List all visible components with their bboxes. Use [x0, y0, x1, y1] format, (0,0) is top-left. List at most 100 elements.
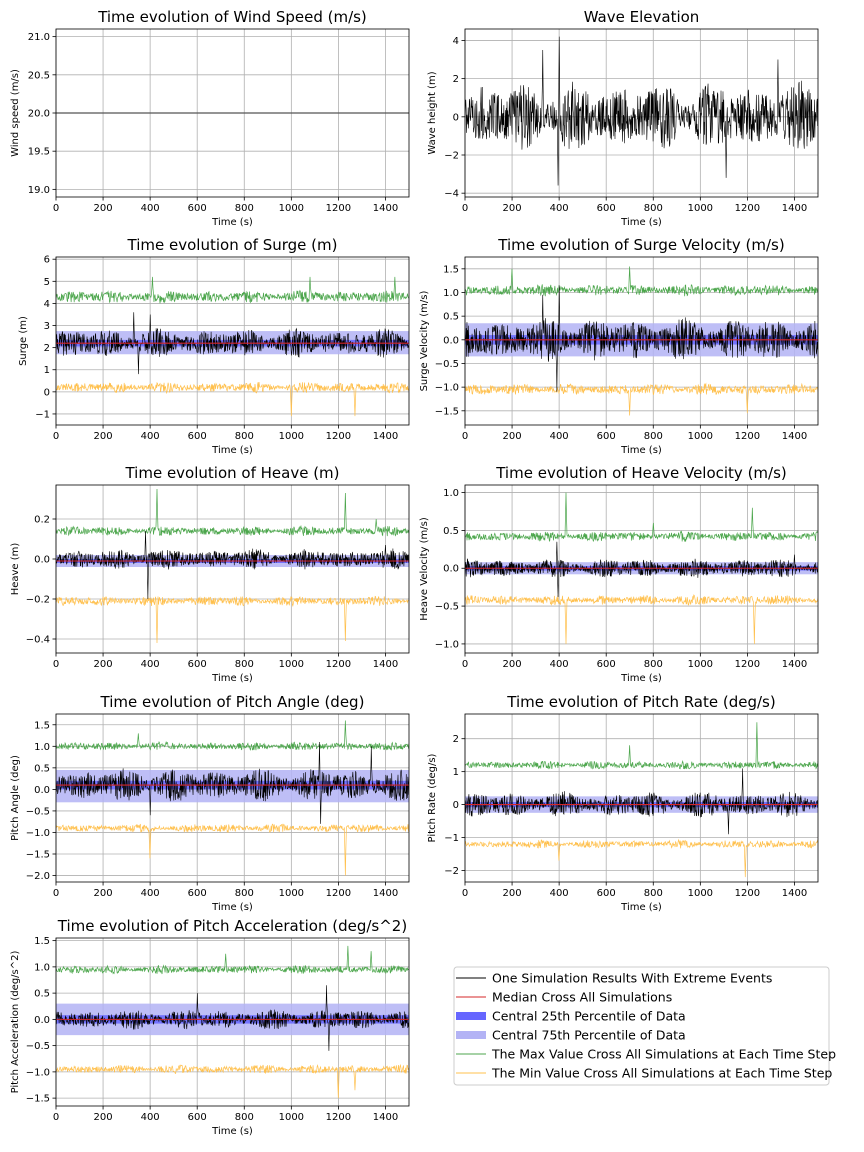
x-tick-label: 0: [53, 1112, 59, 1123]
chart-title: Time evolution of Pitch Acceleration (de…: [57, 917, 407, 935]
y-tick-label: 5: [44, 277, 50, 288]
x-axis-label: Time (s): [211, 1126, 253, 1137]
x-tick-label: 800: [644, 888, 663, 899]
chart-title: Time evolution of Surge Velocity (m/s): [497, 236, 784, 254]
plot-area: [465, 722, 818, 878]
x-tick-label: 0: [462, 203, 468, 214]
x-tick-label: 600: [188, 431, 207, 442]
x-tick-label: 800: [235, 888, 254, 899]
y-axis-label: Surge (m): [18, 316, 29, 366]
y-tick-label: −1.5: [26, 1094, 50, 1105]
x-tick-label: 200: [503, 431, 522, 442]
chart-panel-surge_vel: Time evolution of Surge Velocity (m/s) 0 2…: [419, 236, 819, 456]
x-tick-label: 200: [94, 203, 113, 214]
chart-title: Time evolution of Pitch Rate (deg/s): [506, 693, 775, 711]
y-axis-label: Wind speed (m/s): [10, 69, 21, 157]
y-tick-label: 3: [44, 321, 50, 332]
y-tick-label: −0.4: [26, 635, 50, 646]
x-tick-label: 600: [597, 659, 616, 670]
x-tick-label: 1400: [782, 203, 807, 214]
series-max-line: [56, 720, 409, 751]
x-tick-label: 0: [53, 431, 59, 442]
y-axis-label: Pitch Rate (deg/s): [427, 753, 438, 842]
y-tick-label: −0.5: [26, 806, 50, 817]
series-max-line: [56, 488, 409, 537]
x-tick-label: 600: [597, 431, 616, 442]
x-tick-label: 1200: [735, 203, 760, 214]
x-axis-label: Time (s): [620, 902, 662, 913]
x-tick-label: 200: [503, 659, 522, 670]
x-axis-label: Time (s): [211, 673, 253, 684]
series-simulation-line: [465, 36, 818, 186]
y-tick-label: 1.0: [443, 288, 459, 299]
y-tick-label: 2: [44, 343, 50, 354]
y-tick-label: 0.0: [443, 564, 459, 575]
x-tick-label: 1200: [326, 1112, 351, 1123]
x-tick-label: 200: [94, 659, 113, 670]
y-tick-label: 0: [44, 387, 50, 398]
x-tick-label: 800: [235, 1112, 254, 1123]
x-tick-label: 0: [462, 659, 468, 670]
plot-area: [56, 488, 409, 644]
legend-item: The Min Value Cross All Simulations at E…: [456, 1066, 832, 1081]
y-tick-label: −1.0: [435, 639, 459, 650]
x-tick-label: 0: [53, 203, 59, 214]
y-tick-label: 2: [453, 74, 459, 85]
y-tick-label: 0.5: [443, 526, 459, 537]
y-tick-label: 1.0: [34, 962, 50, 973]
legend-item: Central 25th Percentile of Data: [456, 1009, 686, 1024]
series-max-line: [465, 492, 818, 543]
y-tick-label: −2: [444, 151, 459, 162]
series-max-line: [465, 722, 818, 770]
axes-frame: [464, 28, 819, 198]
x-tick-label: 1200: [735, 888, 760, 899]
plot-area: [56, 945, 409, 1099]
x-tick-label: 600: [597, 888, 616, 899]
y-axis-label: Pitch Angle (deg): [10, 755, 21, 841]
x-tick-label: 0: [462, 431, 468, 442]
x-tick-label: 400: [141, 431, 160, 442]
axes-frame: [55, 256, 410, 426]
x-tick-label: 0: [53, 888, 59, 899]
y-tick-label: 19.0: [28, 185, 50, 196]
y-tick-label: −0.5: [26, 1041, 50, 1052]
plot-area: [465, 492, 818, 644]
series-min-line: [465, 838, 818, 878]
x-tick-label: 1200: [326, 659, 351, 670]
y-tick-label: 0: [453, 800, 459, 811]
x-tick-label: 1200: [326, 203, 351, 214]
chart-panel-heave: Time evolution of Heave (m) 0 200 400 600 800…: [10, 464, 410, 684]
series-simulation-line: [465, 768, 818, 835]
y-tick-label: −1: [444, 833, 459, 844]
x-tick-label: 200: [94, 1112, 113, 1123]
legend-swatch: [456, 1012, 486, 1020]
y-tick-label: −1.0: [26, 828, 50, 839]
x-tick-label: 200: [94, 431, 113, 442]
x-tick-label: 800: [235, 659, 254, 670]
x-tick-label: 1400: [373, 1112, 398, 1123]
legend-item: One Simulation Results With Extreme Even…: [456, 971, 772, 986]
y-tick-label: 1.0: [34, 742, 50, 753]
x-tick-label: 0: [53, 659, 59, 670]
chart-title: Time evolution of Surge (m): [127, 236, 338, 254]
x-tick-label: 1000: [688, 203, 713, 214]
series-max-line: [56, 276, 409, 304]
chart-panel-surge: Time evolution of Surge (m) 0 200 400 600 800…: [18, 236, 410, 456]
axes-frame: [55, 937, 410, 1107]
series-min-line: [56, 595, 409, 644]
y-tick-label: −1.0: [435, 383, 459, 394]
x-tick-label: 1400: [782, 431, 807, 442]
y-tick-label: −0.2: [26, 595, 50, 606]
x-tick-label: 400: [550, 203, 569, 214]
x-tick-label: 200: [503, 203, 522, 214]
x-tick-label: 400: [550, 431, 569, 442]
x-tick-label: 800: [644, 203, 663, 214]
plot-area: [465, 36, 818, 186]
x-tick-label: 400: [550, 659, 569, 670]
y-tick-label: 1.5: [443, 264, 459, 275]
y-tick-label: −2.0: [26, 871, 50, 882]
x-tick-label: 1000: [279, 659, 304, 670]
y-tick-label: 1.5: [34, 936, 50, 947]
series-simulation-line: [56, 530, 409, 600]
y-tick-label: 1.0: [443, 488, 459, 499]
